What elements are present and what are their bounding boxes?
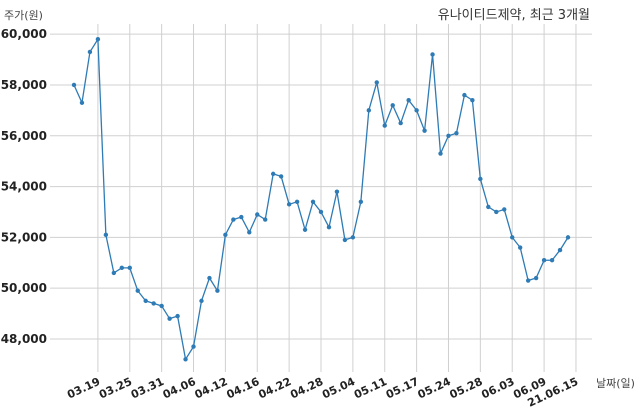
x-tick-label: 04.28 (288, 375, 325, 401)
data-point (382, 123, 387, 128)
x-tick-label: 03.31 (129, 375, 166, 401)
y-tick-label: 50,000 (1, 281, 47, 295)
x-tick-label: 05.17 (384, 375, 421, 401)
data-point (294, 199, 300, 205)
data-point (286, 202, 292, 207)
x-tick-label: 05.28 (448, 375, 485, 401)
data-point (199, 298, 204, 304)
data-point (517, 245, 523, 250)
y-tick-label: 58,000 (1, 78, 47, 92)
data-point (326, 225, 332, 230)
data-point (143, 298, 148, 304)
data-point (549, 258, 555, 263)
data-point (430, 52, 435, 57)
y-tick-label: 54,000 (1, 180, 47, 194)
y-tick-label: 60,000 (1, 27, 47, 41)
data-point (454, 131, 459, 136)
data-point (414, 108, 419, 113)
data-point (422, 128, 427, 133)
data-point (310, 199, 316, 205)
x-tick-label: 03.19 (65, 375, 102, 401)
data-point (478, 176, 483, 182)
data-point (510, 235, 515, 240)
data-point (541, 258, 547, 263)
x-tick-label: 06.03 (479, 375, 516, 401)
data-point (231, 217, 236, 222)
data-point (502, 207, 507, 212)
data-point (239, 214, 244, 220)
data-point (358, 199, 364, 205)
data-point (247, 230, 252, 235)
data-point (207, 275, 212, 281)
data-point (159, 303, 164, 309)
data-point (462, 92, 467, 98)
y-tick-label: 52,000 (1, 230, 47, 244)
grid (50, 24, 592, 372)
data-point (525, 278, 531, 283)
y-axis-label: 주가(원) (4, 9, 43, 22)
x-axis-label: 날짜(일) (596, 376, 635, 390)
data-point (406, 98, 411, 103)
data-point (263, 217, 268, 222)
data-point (494, 209, 499, 215)
data-point (318, 209, 324, 215)
data-point (95, 37, 101, 42)
x-tick-label: 05.11 (352, 375, 389, 401)
data-point (278, 174, 284, 179)
data-point (167, 316, 172, 321)
data-point (71, 82, 77, 88)
x-tick-label: 05.24 (416, 375, 453, 402)
data-point (374, 80, 379, 85)
data-point (175, 313, 180, 319)
data-point (183, 357, 188, 362)
data-point (151, 301, 156, 306)
data-point (270, 171, 276, 177)
data-point (398, 120, 403, 126)
data-point (486, 204, 491, 210)
data-point (215, 288, 220, 293)
data-point (127, 265, 132, 271)
data-point (470, 98, 475, 103)
data-point (533, 275, 539, 281)
x-axis-ticks: 03.1903.2503.3104.0604.1204.1604.2204.28… (65, 375, 580, 410)
data-point (366, 108, 372, 113)
x-tick-label: 04.22 (256, 375, 293, 401)
data-point (191, 344, 196, 349)
data-point (350, 235, 356, 240)
data-point (557, 247, 563, 253)
x-tick-label: 03.25 (97, 375, 134, 401)
data-point (119, 265, 125, 271)
data-point (223, 232, 228, 238)
data-point (390, 103, 395, 108)
data-point (103, 232, 109, 238)
chart-title: 유나이티드제약, 최근 3개월 (438, 8, 590, 23)
x-tick-label: 04.12 (193, 375, 230, 401)
data-point (342, 237, 348, 243)
data-point (565, 235, 571, 240)
data-point (255, 212, 260, 217)
data-point (438, 151, 443, 156)
data-point (334, 189, 340, 194)
data-point (302, 227, 308, 232)
y-axis-ticks: 48,000 50,000 52,000 54,000 56,000 58,000 60,0… (1, 27, 47, 346)
x-tick-label: 04.06 (161, 375, 198, 402)
x-tick-label: 04.16 (224, 375, 261, 402)
y-tick-label: 56,000 (1, 129, 47, 143)
price-points (71, 37, 571, 362)
x-tick-label: 05.04 (320, 375, 357, 402)
data-point (446, 133, 451, 138)
data-point (87, 49, 93, 55)
data-point (111, 270, 117, 276)
y-tick-label: 48,000 (1, 332, 47, 346)
data-point (135, 288, 140, 293)
data-point (79, 100, 85, 105)
